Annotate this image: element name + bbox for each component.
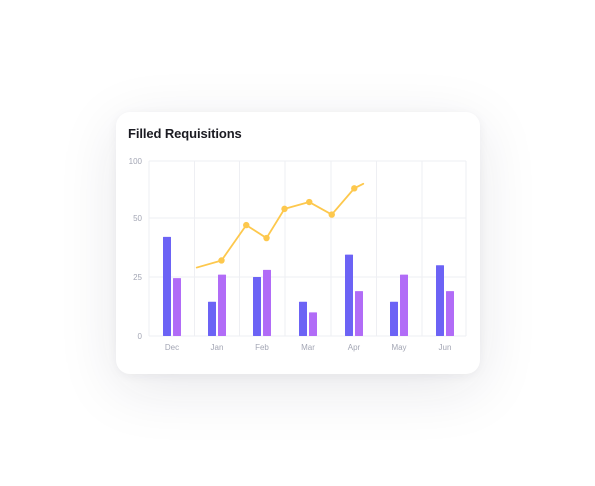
line-point-4 xyxy=(281,206,287,212)
y-tick-label-100: 100 xyxy=(129,157,143,166)
bar-series2-feb xyxy=(263,270,271,336)
y-tick-label-25: 25 xyxy=(133,273,142,282)
line-point-6 xyxy=(329,211,335,217)
x-tick-label-feb: Feb xyxy=(255,343,269,352)
x-tick-label-jun: Jun xyxy=(439,343,452,352)
bar-series1-may xyxy=(390,302,398,336)
line-point-1 xyxy=(218,257,224,263)
bar-series1-jun xyxy=(436,265,444,336)
line-point-7 xyxy=(351,185,357,191)
x-tick-label-may: May xyxy=(391,343,406,352)
line-point-5 xyxy=(306,199,312,205)
bar-series2-jan xyxy=(218,275,226,336)
y-tick-label-0: 0 xyxy=(138,332,143,341)
bar-series2-apr xyxy=(355,291,363,336)
bar-series2-mar xyxy=(309,312,317,336)
bar-series1-mar xyxy=(299,302,307,336)
requisitions-chart: 0 25 50 100 Dec Jan Feb Mar Apr May Jun xyxy=(116,112,480,374)
bar-series1-jan xyxy=(208,302,216,336)
bar-series2-may xyxy=(400,275,408,336)
x-tick-label-jan: Jan xyxy=(211,343,224,352)
x-tick-label-apr: Apr xyxy=(348,343,361,352)
bar-series2-dec xyxy=(173,278,181,336)
bar-series2-jun xyxy=(446,291,454,336)
line-series1 xyxy=(197,184,364,268)
bars xyxy=(163,237,454,336)
bar-series1-dec xyxy=(163,237,171,336)
grid xyxy=(149,161,466,336)
line-point-2 xyxy=(243,222,249,228)
x-tick-label-mar: Mar xyxy=(301,343,315,352)
line-point-3 xyxy=(263,235,269,241)
x-tick-label-dec: Dec xyxy=(165,343,179,352)
y-tick-label-50: 50 xyxy=(133,214,142,223)
bar-series1-apr xyxy=(345,255,353,336)
chart-card: Filled Requisitions 02550100DecJanFebMar… xyxy=(116,112,480,374)
bar-series1-feb xyxy=(253,277,261,336)
